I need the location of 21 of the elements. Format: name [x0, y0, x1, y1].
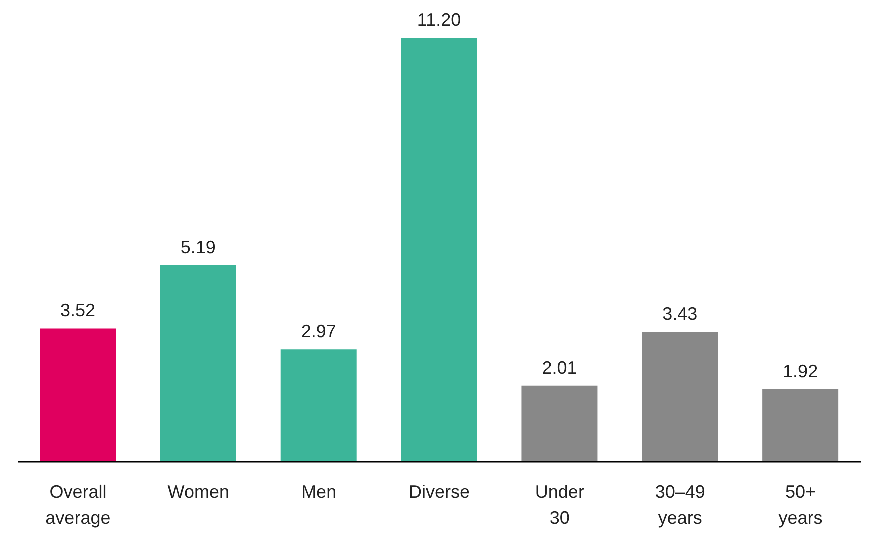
bar [642, 332, 718, 462]
data-label: 5.19 [180, 238, 216, 258]
x-tick-label: Overall average [46, 482, 111, 528]
x-tick-label: 50+ years [778, 482, 823, 528]
data-label: 3.52 [60, 300, 96, 321]
x-tick-label: Women [168, 482, 230, 502]
data-label: 11.20 [417, 10, 462, 30]
data-label: 2.97 [301, 322, 336, 342]
x-tick-label: 30–49 years [655, 482, 706, 528]
bar [280, 350, 357, 462]
bar [40, 328, 116, 462]
x-tick-label: Diverse [408, 482, 470, 502]
bar [522, 386, 598, 462]
data-label: 3.43 [662, 304, 698, 324]
data-label: 2.01 [542, 358, 578, 378]
bar [160, 266, 236, 462]
x-tick-label: Under 30 [535, 482, 584, 528]
x-tick-label: Men [302, 482, 337, 502]
bar [762, 389, 839, 462]
data-label: 1.92 [783, 361, 818, 382]
bar [401, 38, 478, 462]
